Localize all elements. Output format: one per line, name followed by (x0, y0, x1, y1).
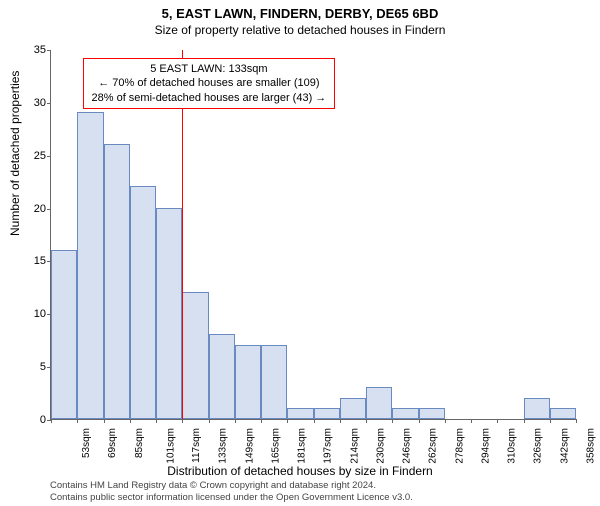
x-tick-mark (576, 419, 577, 423)
histogram-bar (524, 398, 550, 419)
x-tick-label: 230sqm (375, 428, 386, 464)
histogram-bar (77, 112, 103, 419)
x-tick-mark (156, 419, 157, 423)
y-tick-label: 35 (34, 44, 46, 56)
x-tick-label: 310sqm (507, 428, 518, 464)
x-tick-label: 214sqm (349, 428, 360, 464)
x-tick-label: 165sqm (270, 428, 281, 464)
x-tick-label: 149sqm (244, 428, 255, 464)
x-tick-mark (287, 419, 288, 423)
histogram-bar (550, 408, 576, 419)
x-tick-label: 326sqm (533, 428, 544, 464)
histogram-bar (287, 408, 313, 419)
x-tick-mark (261, 419, 262, 423)
x-tick-label: 101sqm (165, 428, 176, 464)
x-tick-label: 246sqm (402, 428, 413, 464)
y-tick-label: 0 (40, 414, 46, 426)
x-tick-mark (77, 419, 78, 423)
y-tick-label: 5 (40, 361, 46, 373)
y-axis-label: Number of detached properties (8, 71, 22, 236)
x-tick-label: 278sqm (454, 428, 465, 464)
y-tick-mark (47, 209, 51, 210)
y-tick-mark (47, 261, 51, 262)
x-tick-label: 358sqm (585, 428, 596, 464)
histogram-bar (156, 208, 182, 419)
annotation-line: ← 70% of detached houses are smaller (10… (92, 76, 327, 90)
footer-line: Contains public sector information licen… (50, 492, 413, 504)
x-tick-mark (419, 419, 420, 423)
y-tick-label: 30 (34, 97, 46, 109)
footer-line: Contains HM Land Registry data © Crown c… (50, 480, 413, 492)
x-tick-mark (314, 419, 315, 423)
histogram-bar (314, 408, 340, 419)
x-tick-label: 117sqm (191, 428, 202, 463)
y-tick-mark (47, 367, 51, 368)
y-tick-mark (47, 314, 51, 315)
x-tick-label: 69sqm (107, 428, 118, 458)
y-tick-label: 10 (34, 308, 46, 320)
histogram-bar (104, 144, 130, 419)
annotation-box: 5 EAST LAWN: 133sqm← 70% of detached hou… (83, 58, 336, 109)
x-tick-label: 53sqm (81, 428, 92, 458)
histogram-bar (235, 345, 261, 419)
y-tick-label: 25 (34, 150, 46, 162)
y-tick-mark (47, 156, 51, 157)
x-tick-mark (235, 419, 236, 423)
histogram-bar (340, 398, 366, 419)
title-sub: Size of property relative to detached ho… (0, 23, 600, 37)
x-tick-mark (497, 419, 498, 423)
histogram-bar (51, 250, 77, 419)
title-main: 5, EAST LAWN, FINDERN, DERBY, DE65 6BD (0, 6, 600, 21)
x-tick-mark (445, 419, 446, 423)
chart-area: 0510152025303553sqm69sqm85sqm101sqm117sq… (50, 50, 576, 420)
annotation-line: 5 EAST LAWN: 133sqm (92, 62, 327, 76)
x-tick-mark (104, 419, 105, 423)
x-tick-label: 342sqm (559, 428, 570, 464)
x-tick-mark (392, 419, 393, 423)
x-tick-mark (209, 419, 210, 423)
histogram-bar (182, 292, 208, 419)
x-tick-mark (130, 419, 131, 423)
x-tick-label: 262sqm (428, 428, 439, 464)
annotation-line: 28% of semi-detached houses are larger (… (92, 91, 327, 105)
histogram-bar (392, 408, 418, 419)
x-axis-label: Distribution of detached houses by size … (0, 464, 600, 478)
x-tick-label: 85sqm (134, 428, 145, 458)
y-tick-label: 15 (34, 255, 46, 267)
x-tick-mark (182, 419, 183, 423)
x-tick-mark (524, 419, 525, 423)
x-tick-mark (471, 419, 472, 423)
footer-attribution: Contains HM Land Registry data © Crown c… (50, 480, 413, 504)
x-tick-mark (550, 419, 551, 423)
histogram-bar (419, 408, 445, 419)
x-tick-mark (366, 419, 367, 423)
x-tick-label: 294sqm (480, 428, 491, 464)
histogram-bar (209, 334, 235, 419)
x-tick-label: 181sqm (297, 428, 308, 464)
y-tick-label: 20 (34, 203, 46, 215)
histogram-bar (261, 345, 287, 419)
x-tick-mark (340, 419, 341, 423)
x-tick-mark (51, 419, 52, 423)
histogram-bar (366, 387, 392, 419)
y-tick-mark (47, 50, 51, 51)
y-tick-mark (47, 103, 51, 104)
x-tick-label: 197sqm (323, 428, 334, 464)
plot-area: 0510152025303553sqm69sqm85sqm101sqm117sq… (50, 50, 576, 420)
histogram-bar (130, 186, 156, 419)
x-tick-label: 133sqm (218, 428, 229, 464)
